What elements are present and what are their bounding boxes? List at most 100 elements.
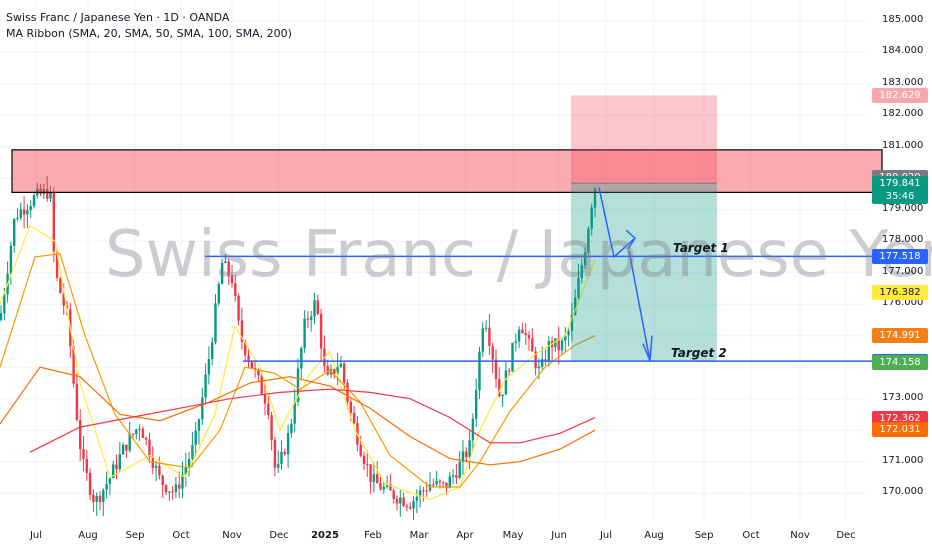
candle-body [343, 363, 346, 383]
candle-body [204, 374, 207, 398]
candle-body [267, 403, 270, 416]
candle-body [501, 394, 504, 397]
candle-body [333, 368, 336, 374]
candle-body [128, 433, 131, 451]
candle-body [319, 314, 323, 349]
projection-arrowhead [625, 229, 636, 250]
candle-body [339, 363, 343, 368]
candle-body [511, 342, 514, 372]
candle-body [557, 338, 560, 351]
candle-body [465, 451, 468, 458]
y-tick-label: 171.000 [882, 454, 924, 466]
price-label: 174.991 [872, 328, 928, 344]
candle-body [310, 316, 313, 320]
candle-body [3, 294, 6, 314]
x-tick-label: Dec [836, 530, 856, 541]
candle-body [300, 348, 303, 369]
price-label: 176.382 [872, 284, 928, 300]
candle-body [154, 465, 158, 468]
candle-body [191, 444, 194, 459]
candle-body [194, 430, 197, 445]
price-label: 174.158 [872, 354, 928, 370]
price-label: 35:46 [872, 188, 928, 204]
candle-body [385, 484, 389, 487]
candle-body [263, 394, 267, 404]
candle-body [273, 440, 277, 468]
candle-body [293, 402, 296, 424]
candle-body [39, 188, 42, 195]
x-tick-label: Dec [269, 530, 289, 541]
grid [0, 0, 866, 520]
candle-body [174, 484, 178, 493]
candle-body [207, 359, 211, 375]
candle-body [303, 318, 306, 349]
candle-body [201, 397, 204, 420]
candle-body [593, 188, 597, 208]
candle-body [138, 428, 141, 430]
candle-body [448, 476, 451, 489]
candle-body [244, 341, 247, 356]
candle-body [22, 209, 26, 215]
candle-body [389, 484, 392, 491]
candle-body [92, 494, 95, 503]
candle-body [432, 484, 435, 486]
candle-body [461, 451, 465, 462]
candle-body [567, 331, 570, 336]
candle-body [379, 483, 382, 490]
candle-body [178, 484, 181, 489]
candle-body [42, 189, 46, 195]
candle-body [451, 475, 455, 477]
candle-body [484, 327, 488, 329]
candle-body [62, 293, 65, 306]
candle-body [409, 506, 412, 509]
candle-body [98, 496, 102, 503]
projection-path [628, 250, 651, 362]
candle-body [168, 491, 171, 493]
candle-body [560, 340, 564, 351]
candle-body [102, 489, 105, 503]
candle-body [435, 480, 438, 485]
candle-body [352, 412, 356, 423]
candle-body [95, 496, 98, 503]
candle-body [49, 192, 52, 199]
x-tick-label: Sep [125, 530, 145, 541]
candle-body [425, 490, 428, 492]
candle-body [280, 451, 283, 464]
y-tick-label: 184.000 [882, 45, 924, 57]
chart-title: Swiss Franc / Japanese Yen · 1D · OANDA [6, 11, 230, 24]
candle-body [405, 506, 409, 508]
candle-body [445, 482, 448, 489]
candle-body [141, 428, 145, 438]
candle-body [115, 464, 118, 470]
candle-body [402, 497, 405, 507]
candle-body [75, 383, 79, 420]
candle-body [468, 440, 471, 458]
candle-body [412, 500, 415, 509]
candle-body [359, 444, 362, 456]
candle-body [534, 351, 537, 369]
x-tick-label: Aug [78, 530, 98, 541]
x-tick-label: Jul [599, 530, 613, 541]
candle-body [504, 370, 508, 395]
x-tick-label: Oct [742, 530, 760, 541]
moving-averages [0, 224, 596, 501]
candle-body [217, 283, 220, 304]
y-tick-label: 177.000 [882, 265, 924, 277]
candle-body [0, 313, 3, 320]
candle-body [145, 437, 148, 440]
candle-body [570, 314, 574, 332]
price-label: 177.518 [872, 248, 928, 264]
candle-body [46, 189, 49, 199]
candle-body [164, 485, 168, 493]
candle-body [521, 329, 524, 334]
candle-body [458, 461, 461, 478]
x-tick-label: Oct [172, 530, 190, 541]
candle-body [131, 433, 135, 435]
candle-body [395, 498, 399, 504]
candle-body [438, 480, 442, 483]
x-tick-label: May [502, 530, 524, 541]
candle-body [227, 261, 230, 276]
candle-body [224, 261, 227, 263]
candle-body [257, 369, 260, 376]
